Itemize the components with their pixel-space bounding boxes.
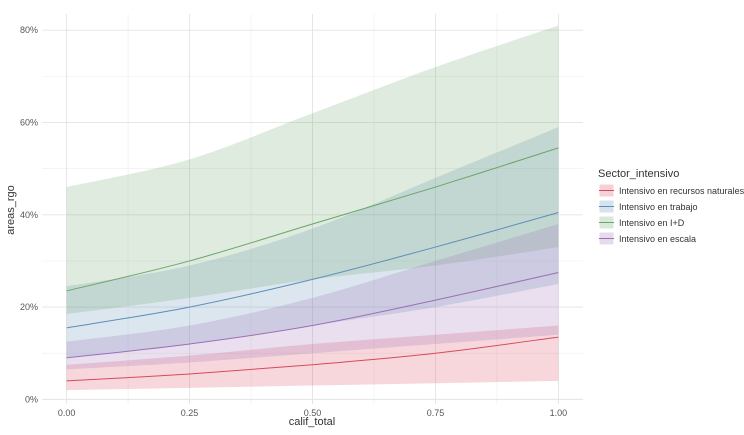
legend: Sector_intensivo Intensivo en recursos n…	[598, 168, 744, 246]
x-tick-label: 0.00	[58, 408, 76, 418]
series-line-2	[66, 147, 559, 292]
y-tick-label: 20%	[20, 302, 38, 312]
legend-label: Intensivo en I+D	[619, 218, 685, 228]
legend-item: Intensivo en escala	[598, 231, 696, 246]
legend-title: Sector_intensivo	[598, 168, 679, 180]
x-tick-labels: 0.00 0.25 0.50 0.75 1.00	[58, 408, 567, 418]
y-tick-label: 40%	[20, 210, 38, 220]
confidence-band-3	[66, 224, 559, 370]
x-tick-label: 0.25	[181, 408, 199, 418]
legend-item: Intensivo en I+D	[598, 215, 685, 230]
legend-label: Intensivo en escala	[619, 234, 696, 244]
grid	[42, 14, 583, 404]
x-tick-label: 0.75	[427, 408, 445, 418]
series-line-0	[66, 336, 559, 382]
y-tick-labels: 0% 20% 40% 60% 80%	[20, 25, 38, 404]
y-axis-title: areas_rgo	[5, 185, 17, 235]
y-tick-label: 60%	[20, 117, 38, 127]
confidence-band-2	[66, 25, 559, 314]
legend-item: Intensivo en trabajo	[598, 199, 698, 214]
y-tick-label: 80%	[20, 25, 38, 35]
series-line-3	[66, 271, 559, 359]
x-tick-label: 0.50	[304, 408, 322, 418]
series-line-1	[66, 211, 559, 329]
x-axis-title: calif_total	[289, 416, 335, 428]
series-lines	[66, 147, 559, 382]
x-tick-label: 1.00	[550, 408, 568, 418]
legend-label: Intensivo en trabajo	[619, 202, 698, 212]
legend-item: Intensivo en recursos naturales	[598, 183, 744, 198]
legend-label: Intensivo en recursos naturales	[619, 186, 744, 196]
y-tick-label: 0%	[25, 394, 38, 404]
